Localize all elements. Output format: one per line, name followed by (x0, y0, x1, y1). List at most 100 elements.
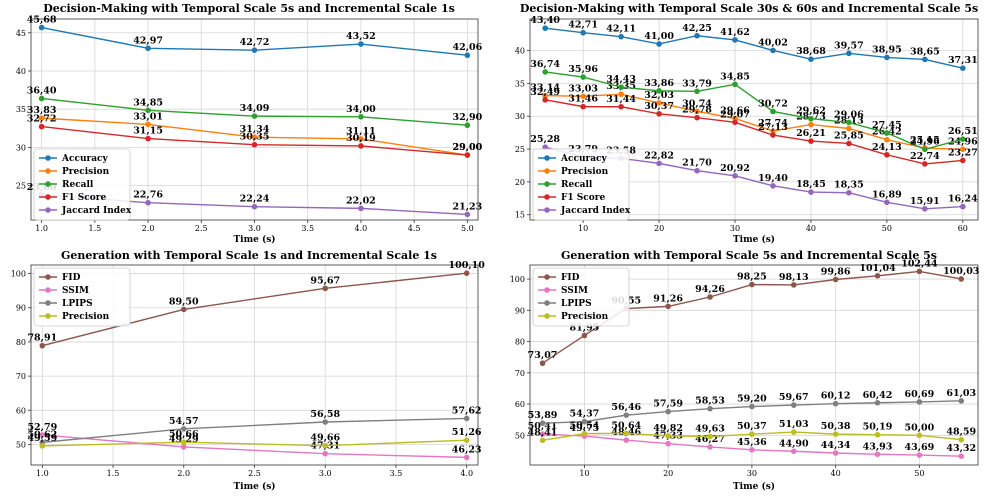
data-label: 48,41 (528, 427, 558, 438)
data-label: 33,01 (133, 111, 163, 122)
data-point (539, 420, 546, 426)
data-point (145, 135, 151, 142)
data-label: 41,62 (720, 27, 750, 38)
data-label: 29,07 (720, 109, 750, 120)
data-label: 31,11 (346, 126, 376, 137)
legend: FID SSIM LPIPS Precision (33, 267, 131, 327)
data-label: 59,67 (779, 392, 809, 403)
y-tick-label: 90 (16, 304, 26, 313)
series-lpips: 50,62 54,57 56,58 57,62 (27, 405, 482, 446)
data-label: 56,46 (611, 402, 641, 413)
data-label: 98,13 (779, 272, 809, 283)
data-point (884, 54, 890, 61)
legend-entry: Precision (561, 167, 609, 177)
data-label: 34,43 (606, 74, 636, 85)
x-tick-label: 2.0 (142, 224, 155, 233)
data-point (884, 130, 890, 136)
data-label: 22,76 (133, 190, 163, 201)
y-tick-label: 50 (16, 440, 26, 449)
data-point (358, 114, 364, 120)
plot-frame (529, 18, 979, 221)
data-label: 61,03 (946, 388, 976, 399)
data-point (463, 454, 470, 461)
data-point (874, 273, 881, 279)
data-label: 26,21 (796, 128, 826, 139)
data-label: 57,59 (653, 399, 683, 410)
data-label: 58,53 (695, 396, 725, 407)
data-label: 45,68 (27, 15, 57, 26)
legend-swatch-marker (45, 274, 51, 280)
legend-entry: Precision (62, 312, 110, 322)
data-point (874, 451, 881, 458)
data-point (251, 203, 258, 210)
data-label: 32,90 (452, 112, 482, 123)
data-point (322, 442, 329, 449)
data-label: 42,06 (452, 42, 482, 53)
data-label: 49,29 (169, 434, 199, 445)
data-label: 29,78 (682, 105, 712, 116)
data-label: 91,26 (653, 293, 683, 304)
data-label: 42,97 (133, 35, 163, 46)
legend: Accuracy Precision Recall F1 Score Jaccard I… (532, 148, 631, 221)
series-recall: 36,40 34,85 34,09 34,00 32,90 (27, 85, 483, 129)
data-label: 45,36 (737, 437, 767, 448)
data-point (707, 444, 713, 450)
data-point (790, 448, 797, 455)
x-tick-label: 40 (806, 224, 816, 233)
data-label: 38,65 (910, 46, 940, 57)
data-label: 101,04 (859, 263, 896, 274)
data-point (770, 183, 776, 189)
data-point (539, 431, 546, 437)
x-tick-label: 40 (831, 469, 841, 478)
data-label: 49,66 (310, 433, 340, 444)
legend: Accuracy Precision Recall F1 Score Jaccard I… (33, 148, 132, 221)
data-label: 24,13 (872, 142, 902, 153)
data-label: 37,31 (948, 55, 978, 66)
plot-frame (30, 18, 479, 221)
data-label: 94,26 (695, 284, 725, 295)
legend-entry: FID (62, 273, 81, 283)
data-point (749, 403, 755, 410)
x-tick-label: 3.0 (319, 469, 332, 478)
y-tick-label: 100 (11, 270, 26, 279)
data-label: 95,67 (310, 275, 340, 286)
data-point (145, 107, 151, 114)
data-point (39, 432, 46, 438)
legend: FID SSIM LPIPS Precision (532, 267, 630, 327)
y-tick-label: 30 (515, 112, 525, 121)
legend-swatch-marker (45, 168, 51, 174)
data-point (958, 398, 965, 404)
data-point (38, 115, 45, 121)
legend-box (33, 267, 131, 327)
data-point (542, 92, 548, 99)
data-point (694, 88, 700, 95)
data-point (808, 189, 814, 195)
y-tick-label: 70 (16, 372, 26, 381)
data-label: 73,07 (528, 350, 558, 361)
y-tick-label: 80 (515, 338, 525, 347)
data-point (960, 203, 966, 210)
data-point (180, 306, 187, 313)
data-point (846, 125, 852, 132)
data-label: 42,25 (682, 23, 712, 34)
legend-swatch-marker (45, 194, 51, 200)
data-label: 36,74 (530, 59, 560, 70)
x-tick-label: 3.5 (390, 469, 403, 478)
data-point (39, 342, 46, 349)
data-label: 25,28 (530, 134, 560, 145)
x-tick-label: 1.5 (88, 224, 101, 233)
y-tick-label: 45 (16, 29, 26, 38)
data-label: 16,89 (872, 189, 902, 200)
x-tick-label: 50 (914, 469, 924, 478)
data-label: 22,02 (346, 195, 376, 206)
data-point (916, 432, 923, 439)
data-point (463, 437, 470, 443)
y-tick-label: 40 (16, 67, 26, 76)
data-point (665, 408, 671, 415)
data-label: 22,74 (910, 151, 940, 162)
data-label: 44,90 (779, 438, 809, 449)
data-label: 38,68 (796, 46, 826, 57)
legend-box (532, 267, 630, 327)
data-point (145, 121, 151, 128)
